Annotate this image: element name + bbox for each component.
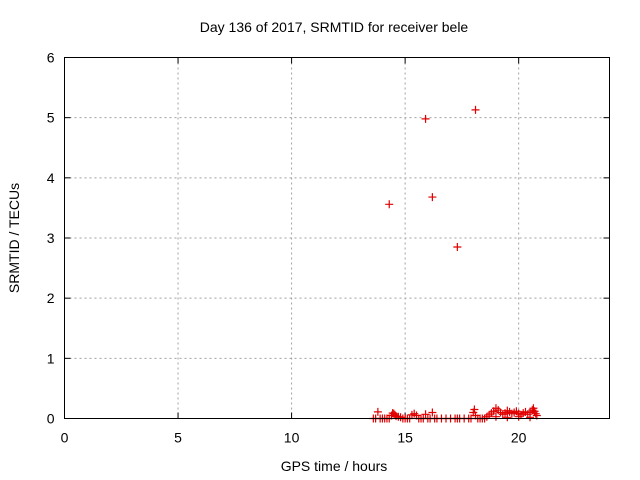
y-tick-label: 4 [47,170,55,186]
data-point [390,410,399,419]
axis-ticks: 0 5 10 15 20 0 1 2 3 4 5 6 [47,50,610,446]
data-point [421,114,430,123]
data-point [428,193,437,202]
x-tick-label: 5 [174,430,182,446]
y-tick-label: 5 [47,110,55,126]
y-tick-label: 6 [47,50,55,66]
grid [64,57,610,419]
x-tick-label: 0 [61,430,69,446]
x-tick-label: 20 [511,430,527,446]
y-tick-label: 0 [47,411,55,427]
x-tick-label: 10 [284,430,300,446]
data-point [491,412,500,421]
y-tick-label: 3 [47,230,55,246]
data-point [385,200,394,209]
y-axis-label: SRMTID / TECUs [6,183,22,293]
plot-frame [64,57,610,419]
x-tick-label: 15 [397,430,413,446]
data-point [373,407,382,416]
y-tick-label: 1 [47,350,55,366]
y-tick-label: 2 [47,290,55,306]
data-point [453,243,462,252]
data-points [369,105,541,423]
data-point [503,413,512,422]
data-point [421,410,430,419]
data-point [471,105,480,114]
x-axis-label: GPS time / hours [281,458,388,474]
data-point [531,409,540,418]
data-point [428,408,437,417]
data-point [526,413,535,422]
chart-title: Day 136 of 2017, SRMTID for receiver bel… [200,19,469,35]
data-point [470,405,479,414]
data-point [514,412,523,421]
